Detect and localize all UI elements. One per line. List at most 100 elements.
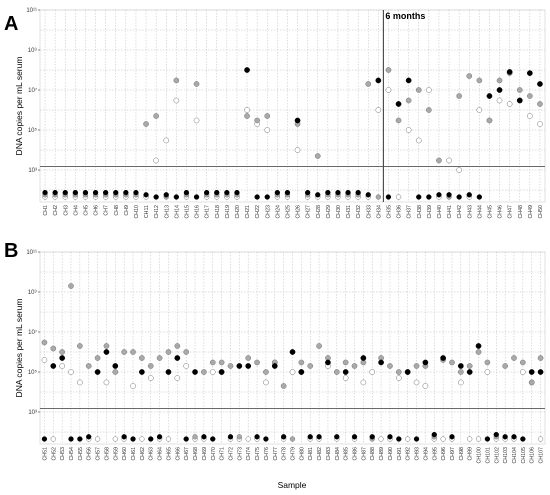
- data-point: [486, 93, 493, 99]
- undetected-point: [204, 189, 210, 196]
- data-point: [254, 359, 260, 366]
- data-point: [59, 355, 65, 361]
- data-point: [85, 363, 92, 369]
- x-tick-label: CH98: [459, 447, 465, 461]
- data-point: [342, 369, 349, 375]
- undetected-point: [77, 436, 83, 442]
- undetected-point: [426, 194, 432, 200]
- data-point: [333, 369, 340, 375]
- data-point: [506, 69, 513, 75]
- undetected-point: [456, 194, 462, 200]
- data-point: [528, 379, 535, 386]
- data-point: [516, 97, 523, 104]
- undetected-point: [375, 194, 382, 200]
- undetected-point: [307, 434, 313, 440]
- undetected-point: [165, 436, 172, 442]
- undetected-point: [42, 189, 48, 196]
- x-tick-label: CH28: [316, 205, 322, 219]
- x-tick-label: CH50: [538, 205, 544, 219]
- x-tick-label: CH6: [94, 205, 100, 216]
- undetected-point: [365, 192, 371, 198]
- data-point: [378, 359, 384, 366]
- panel-letter: A: [4, 13, 18, 35]
- undetected-point: [274, 189, 281, 196]
- data-point: [537, 369, 544, 375]
- x-tick-label: CH15: [184, 205, 190, 219]
- x-tick-label: CH74: [246, 447, 252, 461]
- data-point: [130, 349, 136, 355]
- data-point: [183, 363, 190, 369]
- data-point: [502, 363, 508, 369]
- data-point: [121, 349, 128, 355]
- data-point: [147, 363, 154, 369]
- data-point: [516, 87, 523, 93]
- data-point: [456, 93, 462, 99]
- undetected-point: [130, 436, 136, 442]
- y-axis-title: DNA copies per mL serum: [14, 57, 24, 156]
- data-point: [183, 349, 190, 355]
- x-tick-label: CH3: [63, 205, 69, 216]
- undetected-point: [254, 434, 260, 440]
- x-tick-label: CH66: [175, 447, 181, 461]
- x-tick-label: CH45: [487, 205, 493, 219]
- data-point: [422, 383, 429, 389]
- x-tick-label: CH59: [113, 447, 119, 461]
- undetected-point: [537, 436, 544, 442]
- y-axis-title: DNA copies per mL serum: [14, 299, 24, 398]
- x-tick-label: CH22: [255, 205, 261, 219]
- x-tick-label: CH72: [228, 447, 234, 461]
- undetected-point: [325, 189, 331, 196]
- undetected-point: [431, 431, 437, 438]
- data-point: [94, 369, 101, 375]
- data-point: [457, 379, 464, 386]
- undetected-point: [113, 189, 119, 196]
- undetected-point: [214, 189, 220, 196]
- x-tick-label: CH57: [96, 447, 102, 461]
- y-tick-label: 10⁵: [28, 369, 38, 376]
- data-point: [236, 363, 243, 369]
- x-tick-label: CH47: [508, 205, 514, 219]
- data-point: [415, 137, 422, 144]
- undetected-point: [476, 194, 483, 200]
- y-tick-label: 10³: [28, 168, 37, 174]
- data-point: [405, 127, 412, 133]
- undetected-point: [440, 436, 446, 442]
- undetected-point: [493, 431, 499, 438]
- undetected-point: [68, 436, 74, 442]
- x-tick-label: CH16: [195, 205, 201, 219]
- data-point: [351, 363, 358, 369]
- x-tick-label: CH52: [51, 447, 57, 461]
- x-tick-label: CH104: [512, 447, 518, 464]
- x-tick-label: CH35: [386, 205, 392, 219]
- undetected-point: [50, 436, 56, 442]
- undetected-point: [143, 192, 149, 198]
- x-tick-label: CH33: [366, 205, 372, 219]
- data-point: [496, 87, 503, 93]
- data-point: [511, 355, 517, 361]
- data-point: [475, 343, 482, 349]
- x-tick-label: CH105: [521, 447, 527, 464]
- x-tick-label: CH91: [397, 447, 403, 461]
- x-tick-label: CH5: [83, 205, 89, 216]
- undetected-point: [335, 189, 341, 196]
- data-point: [271, 363, 278, 369]
- undetected-point: [446, 192, 452, 198]
- x-tick-label: CH31: [346, 205, 352, 219]
- data-point: [41, 339, 48, 346]
- undetected-point: [378, 436, 384, 442]
- data-point: [245, 355, 252, 361]
- data-point: [77, 343, 83, 349]
- data-point: [209, 369, 216, 375]
- data-point: [484, 359, 491, 366]
- data-point: [449, 359, 455, 366]
- x-tick-label: CH85: [344, 447, 350, 461]
- data-point: [360, 355, 367, 361]
- data-point: [405, 77, 412, 84]
- x-tick-label: CH60: [122, 447, 128, 461]
- data-point: [405, 97, 412, 104]
- x-tick-label: CH38: [417, 205, 423, 219]
- data-point: [59, 349, 65, 355]
- data-point: [375, 77, 382, 84]
- data-point: [422, 359, 429, 366]
- undetected-point: [264, 194, 270, 200]
